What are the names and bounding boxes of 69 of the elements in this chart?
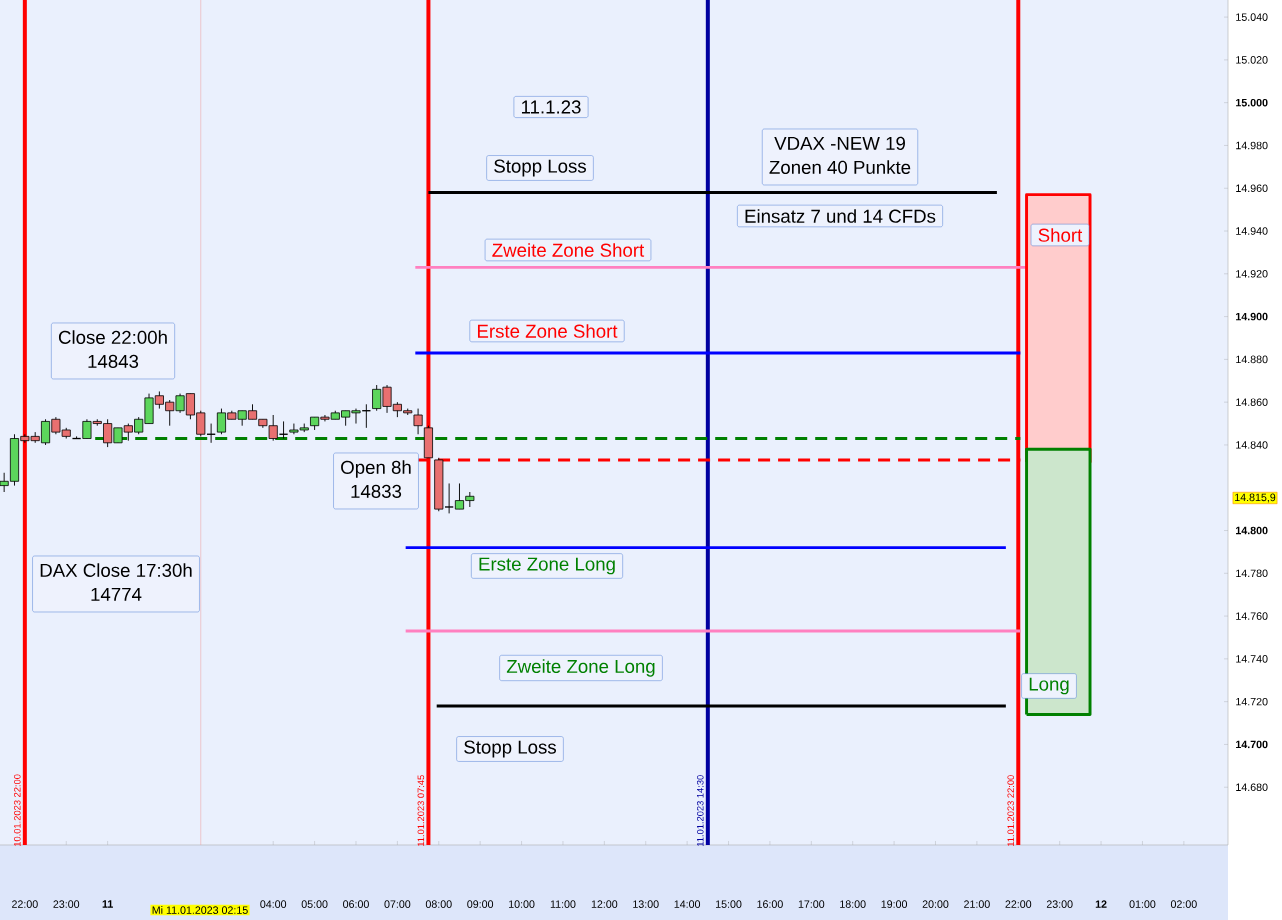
x-tick-label: 11:00 [550, 900, 576, 908]
x-tick-label: 12 [1095, 900, 1107, 908]
annotation: Stopp Loss [464, 740, 556, 758]
y-tick-label: 14.860 [1236, 398, 1268, 406]
x-tick-label: 20:00 [922, 900, 949, 908]
y-tick-label: 15.000 [1236, 98, 1268, 107]
ref-line-label: 11.01.2023 22:00 [1007, 775, 1015, 847]
x-tick-label: 06:00 [343, 900, 369, 908]
annotation: Einsatz 7 und 14 CFDs [745, 209, 936, 223]
annotation: 14843 [88, 354, 139, 368]
y-tick-label: 14.840 [1236, 441, 1268, 449]
candlestick [413, 408, 423, 435]
y-tick-label: 14.880 [1236, 355, 1268, 364]
text: Mi 11.01.2023 02:15 [152, 906, 248, 914]
x-tick-label: 18:00 [840, 900, 866, 908]
annotation: VDAX -NEW 19 [774, 136, 905, 150]
x-tick-label: 15:00 [716, 900, 742, 908]
x-tick-label: 10:00 [509, 900, 535, 908]
annotation: 14833 [351, 484, 402, 498]
annotation: 14774 [91, 587, 142, 601]
x-tick-label: 14:00 [674, 900, 701, 908]
y-tick-label: 14.920 [1236, 270, 1268, 278]
x-tick-label: 22:00 [1005, 900, 1032, 908]
y-tick-label: 14.940 [1236, 227, 1268, 235]
x-tick-label: 21:00 [964, 900, 990, 908]
annotation: Open 8h [341, 460, 411, 478]
x-tick-label: 12:00 [591, 900, 618, 908]
y-tick-label: 14.720 [1236, 697, 1268, 706]
annotation: Close 22:00h [58, 330, 167, 344]
x-tick-label: 13:00 [633, 900, 659, 908]
x-tick-label: 23:00 [1046, 900, 1073, 908]
text: 14.815,9 [1235, 493, 1276, 503]
y-tick-label: 14.960 [1236, 184, 1268, 193]
y-tick-label: 14.900 [1236, 312, 1268, 321]
x-tick-label: 02:00 [1170, 900, 1197, 908]
x-tick-label: 05:00 [301, 900, 328, 908]
x-tick-label: 23:00 [53, 900, 80, 908]
y-tick-label: 14.740 [1236, 655, 1268, 663]
y-tick-label: 14.700 [1236, 740, 1268, 749]
annotation: Zweite Zone Long [506, 659, 655, 677]
annotation: Zweite Zone Short [492, 243, 645, 257]
x-tick-label: 17:00 [798, 900, 825, 908]
x-tick-label: 11 [102, 900, 113, 908]
annotation: Erste Zone Short [477, 324, 618, 338]
annotation: 11.1.23 [521, 100, 581, 114]
x-tick-label: 09:00 [467, 900, 494, 908]
ref-line-label: 11.01.2023 07:45 [417, 775, 425, 847]
annotation: Stopp Loss [494, 159, 586, 177]
y-tick-label: 14.680 [1236, 783, 1268, 791]
ref-line-label: 11.01.2023 14:30 [696, 775, 704, 847]
annotation: DAX Close 17:30h [40, 563, 192, 577]
x-tick-label: 19:00 [881, 900, 908, 908]
x-tick-label: 01:00 [1129, 900, 1156, 908]
ref-line-label: 10.01.2023 22:00 [13, 774, 21, 847]
y-tick-label: 14.800 [1236, 526, 1268, 535]
x-tick-label: 16:00 [757, 900, 783, 908]
y-tick-label: 15.020 [1236, 56, 1268, 64]
x-tick-label: 22:00 [12, 900, 38, 908]
annotation: Zonen 40 Punkte [769, 160, 911, 174]
y-tick-label: 14.760 [1236, 612, 1268, 620]
x-tick-label: 04:00 [260, 900, 287, 908]
annotation: Short [1038, 228, 1083, 242]
annotation: Long [1029, 677, 1069, 695]
y-tick-label: 14.980 [1236, 141, 1268, 150]
y-tick-label: 15.040 [1236, 13, 1268, 21]
x-tick-label: 08:00 [425, 900, 452, 908]
annotation: Erste Zone Long [479, 557, 615, 575]
x-tick-label: 07:00 [384, 900, 411, 908]
y-tick-label: 14.780 [1236, 569, 1268, 578]
